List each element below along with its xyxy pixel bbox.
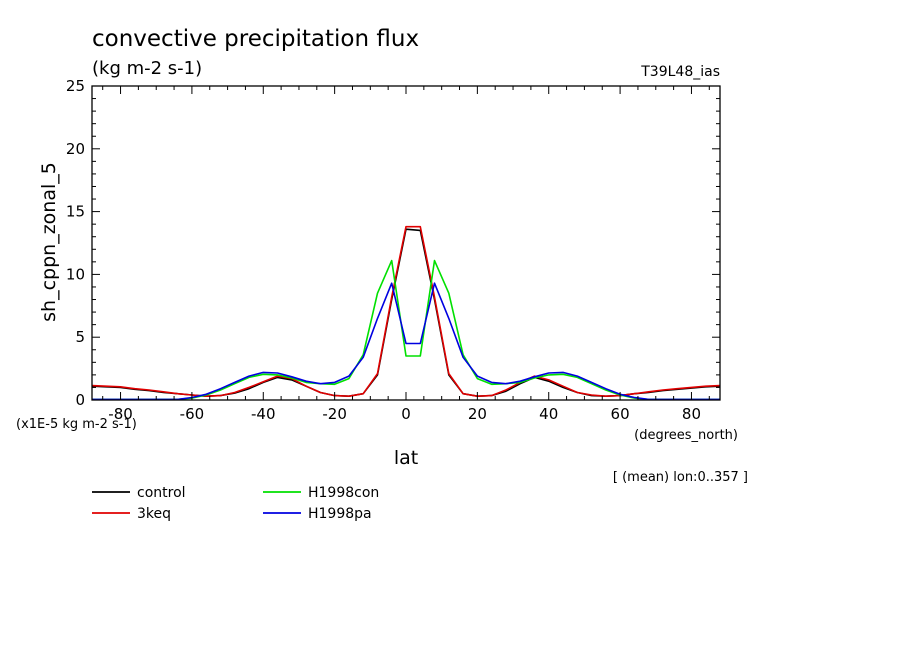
x-tick-label: -40 — [251, 405, 276, 423]
x-tick-label: -20 — [322, 405, 347, 423]
legend-label-3keq: 3keq — [137, 506, 171, 522]
y-tick-label: 0 — [75, 391, 85, 409]
x-tick-label: -60 — [180, 405, 205, 423]
chart-title: convective precipitation flux — [92, 26, 419, 52]
y-axis-label: sh_cppn_zonal_5 — [38, 162, 60, 322]
series-line-h1998con — [92, 259, 720, 401]
legend-label-h1998pa: H1998pa — [308, 506, 372, 522]
x-tick-label: 20 — [468, 405, 487, 423]
chart-subtitle: (kg m-2 s-1) — [92, 58, 202, 79]
x-tick-label: 40 — [539, 405, 558, 423]
x-tick-label: 80 — [682, 405, 701, 423]
y-tick-label: 10 — [66, 265, 85, 283]
y-scale-note: (x1E-5 kg m-2 s-1) — [16, 417, 137, 432]
series-line-h1998pa — [92, 282, 720, 401]
y-tick-label: 20 — [66, 140, 85, 158]
series-line-3keq — [91, 225, 721, 398]
footnote: [ (mean) lon:0..357 ] — [613, 470, 748, 485]
x-units-label: (degrees_north) — [634, 428, 738, 443]
x-tick-label: 60 — [611, 405, 630, 423]
plot-area: -80 -60 -40 -20 0 20 40 60 80 0 5 10 15 20 25 — [66, 77, 721, 423]
run-label: T39L48_ias — [640, 64, 720, 80]
x-tick-label: -80 — [108, 405, 133, 423]
legend: control 3keq H1998con H1998pa — [92, 485, 379, 522]
y-tick-label: 5 — [75, 328, 85, 346]
legend-label-h1998con: H1998con — [308, 485, 379, 501]
y-tick-label: 25 — [66, 77, 85, 95]
series-line-control — [91, 228, 721, 398]
x-axis-label: lat — [394, 447, 418, 469]
x-tick-label: 0 — [401, 405, 411, 423]
y-tick-label: 15 — [66, 203, 85, 221]
legend-label-control: control — [137, 485, 186, 501]
